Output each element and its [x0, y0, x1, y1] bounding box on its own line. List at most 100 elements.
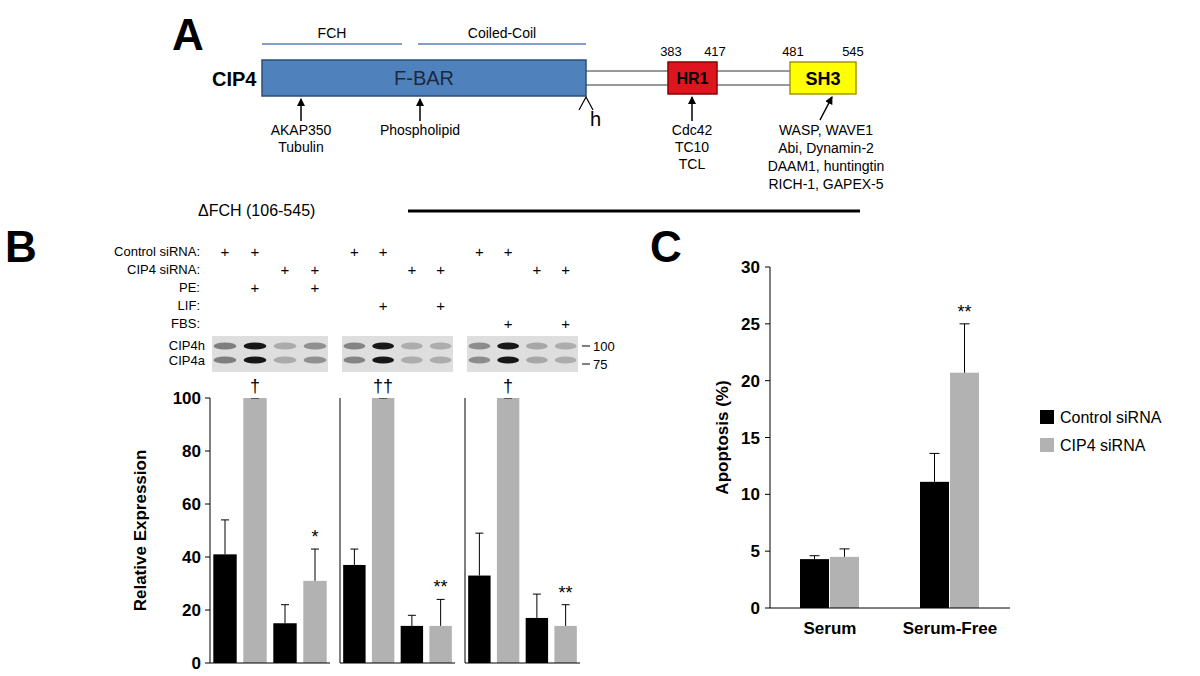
blot-band [304, 356, 327, 363]
residue-number: 383 [660, 44, 682, 59]
linker [586, 85, 668, 86]
binder-label: WASP, WAVE1 [779, 122, 873, 138]
sh3-domain [790, 62, 856, 94]
condition-label: CIP4 siRNA: [127, 262, 200, 277]
y-tick [765, 380, 770, 381]
blot-band [372, 356, 394, 363]
error-stem [536, 594, 537, 618]
y-tick-label: 10 [741, 485, 760, 504]
blot-band [468, 342, 490, 349]
condition-mark: + [221, 243, 230, 260]
y-tick [205, 504, 210, 505]
bar [950, 373, 979, 608]
binder-label: AKAP350 [271, 122, 332, 138]
band-label: CIP4h [169, 338, 205, 353]
bar [497, 398, 519, 663]
blot-band [274, 356, 297, 363]
condition-mark: + [379, 297, 388, 314]
y-tick [765, 608, 770, 609]
x-tick-label: Serum-Free [903, 619, 997, 638]
panel-label: A [172, 10, 204, 59]
condition-mark: + [475, 243, 484, 260]
y-tick [205, 557, 210, 558]
error-stem [225, 520, 226, 554]
blot-band [555, 356, 577, 363]
blot-band [526, 356, 548, 363]
blot-band [555, 342, 577, 349]
blot-membrane [342, 336, 453, 372]
x-axis-line [770, 608, 1010, 609]
error-bar [840, 549, 850, 557]
x-axis-line [210, 663, 330, 664]
panel-label: B [5, 222, 37, 271]
error-bar [810, 556, 820, 559]
significance-mark: ** [434, 577, 448, 597]
bar [554, 626, 576, 663]
hr1-domain [668, 62, 717, 94]
condition-mark: + [561, 261, 570, 278]
condition-label: Control siRNA: [114, 244, 200, 259]
subregion-label: FCH [318, 25, 347, 41]
bar [468, 576, 490, 663]
error-bar [533, 594, 541, 618]
x-axis-line [465, 663, 580, 664]
error-cap [408, 615, 416, 616]
linker [586, 71, 668, 72]
figure: ABCCIP4F-BARFCHCoiled-CoilHR1383417SH348… [0, 0, 1200, 676]
condition-mark: + [436, 297, 445, 314]
bar [920, 482, 949, 608]
blot-band [244, 356, 267, 363]
domain-label: HR1 [676, 70, 708, 87]
error-stem [479, 533, 480, 575]
blot-membrane [467, 336, 578, 372]
binding-arrow [691, 97, 693, 121]
bar [429, 626, 451, 663]
panel-label: C [650, 222, 682, 271]
y-tick-label: 60 [182, 495, 201, 514]
error-cap [281, 604, 289, 605]
linker [717, 85, 790, 86]
y-axis-label: Relative Expression [131, 450, 150, 612]
bar [830, 557, 859, 608]
x-tick-label: Serum [804, 619, 857, 638]
legend-swatch [1040, 410, 1054, 424]
error-stem [315, 549, 316, 581]
blot-band [304, 342, 327, 349]
bars [213, 398, 326, 663]
y-tick-label: 100 [173, 389, 201, 408]
y-tick [205, 451, 210, 452]
size-marker-label: 75 [593, 357, 607, 372]
y-tick-label: 15 [741, 429, 760, 448]
y-tick-label: 0 [751, 599, 760, 618]
bar [243, 398, 266, 663]
construct-label: ΔFCH (106-545) [198, 202, 315, 219]
error-cap [533, 594, 541, 595]
band-label: CIP4a [169, 353, 206, 368]
binder-label: Abi, Dynamin-2 [778, 140, 874, 156]
construct-line [408, 210, 860, 213]
y-axis-line [465, 398, 466, 663]
size-marker-label: 100 [593, 339, 615, 354]
error-cap [350, 549, 358, 550]
error-cap [379, 398, 387, 399]
bars [800, 324, 979, 608]
condition-mark: + [281, 261, 290, 278]
blot-band [244, 342, 267, 349]
error-bar [960, 324, 970, 373]
y-tick [765, 323, 770, 324]
significance-mark: ** [957, 302, 971, 322]
condition-mark: + [350, 243, 359, 260]
subregion-line [262, 43, 402, 45]
blot-band [401, 342, 423, 349]
error-bar [379, 398, 387, 399]
y-tick-label: 80 [182, 442, 201, 461]
binder-label: Phospholipid [380, 122, 460, 138]
condition-label: FBS: [171, 316, 200, 331]
legend-swatch [1040, 438, 1054, 452]
blot-band [214, 342, 237, 349]
error-bar [221, 520, 229, 554]
condition-label: PE: [179, 280, 200, 295]
significance-mark: †† [373, 376, 393, 396]
residue-number: 417 [704, 44, 726, 59]
error-bar [562, 605, 570, 626]
